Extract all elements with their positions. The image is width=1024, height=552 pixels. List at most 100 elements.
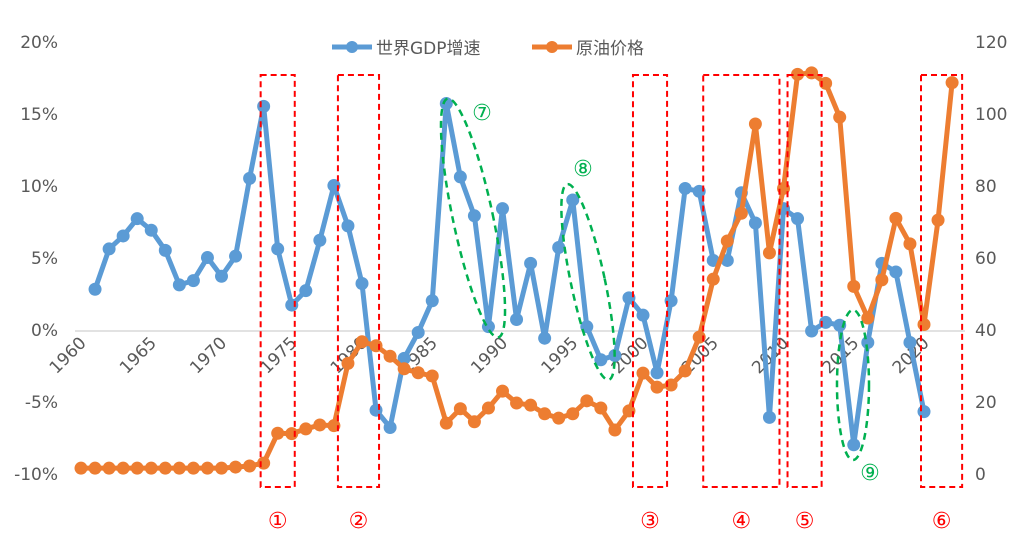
oil-price-point xyxy=(229,460,243,474)
event-box-label: ① xyxy=(268,509,288,534)
gdp-growth-point xyxy=(439,96,453,110)
gdp-growth-point xyxy=(313,233,327,247)
gdp-growth-point xyxy=(594,353,608,367)
gdp-growth-point xyxy=(88,282,102,296)
y-right-tick-label: 80 xyxy=(975,177,997,197)
y-left-tick-label: 0% xyxy=(31,321,58,341)
gdp-growth-point xyxy=(566,193,580,207)
oil-price-point xyxy=(144,461,158,475)
y-left-tick-label: -10% xyxy=(14,465,58,485)
gdp-growth-point xyxy=(720,253,734,267)
oil-price-point xyxy=(833,110,847,124)
oil-price-point xyxy=(875,273,889,287)
oil-price-point xyxy=(243,459,257,473)
event-box-label: ⑤ xyxy=(795,509,815,534)
oil-price-point xyxy=(453,402,467,416)
trend-ellipse xyxy=(560,182,616,382)
gdp-growth-point xyxy=(285,298,299,312)
oil-price-point xyxy=(945,76,959,90)
gdp-growth-point xyxy=(130,212,144,226)
legend-gdp-marker xyxy=(346,41,358,53)
oil-price-point xyxy=(552,411,566,425)
trend-ellipse-label: ⑨ xyxy=(860,461,880,486)
gdp-growth-point xyxy=(453,170,467,184)
oil-price-point xyxy=(805,66,819,80)
gdp-growth-point xyxy=(636,308,650,322)
oil-price-point xyxy=(931,213,945,227)
gdp-growth-point xyxy=(243,171,257,185)
oil-price-point xyxy=(383,349,397,363)
gdp-growth-point xyxy=(552,240,566,254)
gdp-growth-point xyxy=(917,405,931,419)
oil-price-point xyxy=(636,366,650,380)
gdp-growth-point xyxy=(144,223,158,237)
gdp-growth-point xyxy=(355,276,369,290)
gdp-growth-point xyxy=(889,265,903,279)
trend-ellipse xyxy=(835,308,871,462)
gdp-growth-point xyxy=(833,318,847,332)
legend: 世界GDP增速 原油价格 xyxy=(332,39,644,59)
gdp-growth-point xyxy=(748,216,762,230)
oil-price-point xyxy=(74,461,88,475)
y-left-tick-label: 10% xyxy=(20,177,58,197)
y-left-tick-label: -5% xyxy=(25,393,58,413)
gdp-growth-point xyxy=(383,420,397,434)
gdp-growth-point xyxy=(411,325,425,339)
y-left-tick-label: 15% xyxy=(20,105,58,125)
oil-price-point xyxy=(903,237,917,251)
gdp-growth-point xyxy=(903,336,917,350)
gdp-growth-point xyxy=(496,202,509,216)
oil-price-point xyxy=(102,461,116,475)
oil-price-point xyxy=(271,426,285,440)
gdp-growth-point xyxy=(186,274,200,288)
gdp-growth-point xyxy=(538,331,552,345)
gdp-growth-point xyxy=(158,243,172,257)
oil-price-point xyxy=(369,339,383,353)
oil-price-point xyxy=(608,423,622,437)
event-box xyxy=(259,74,296,488)
oil-price-point xyxy=(355,335,369,349)
y-left-tick-label: 5% xyxy=(31,249,58,269)
gdp-growth-point xyxy=(200,251,214,265)
event-box-label: ③ xyxy=(640,509,660,534)
oil-price-point xyxy=(313,418,327,432)
gdp-growth-point xyxy=(257,99,271,113)
oil-price-point xyxy=(748,117,762,131)
gdp-growth-point xyxy=(467,209,481,223)
oil-price-point xyxy=(425,369,439,383)
x-tick-label: 1990 xyxy=(467,333,512,378)
gdp-growth-point xyxy=(271,242,285,256)
oil-price-point xyxy=(496,384,509,398)
oil-price-point xyxy=(580,394,594,408)
legend-oil-label: 原油价格 xyxy=(576,39,644,59)
oil-price-point xyxy=(439,416,453,430)
event-box-label: ⑥ xyxy=(932,509,952,534)
gdp-growth-point xyxy=(172,278,186,292)
oil-price-point xyxy=(706,272,720,286)
oil-price-point xyxy=(299,422,313,436)
gdp-growth-point xyxy=(678,181,692,195)
oil-price-point xyxy=(917,318,931,332)
oil-price-point xyxy=(524,398,538,412)
gdp-growth-point xyxy=(510,312,524,326)
gdp-growth-point xyxy=(341,219,355,233)
legend-oil-marker xyxy=(546,41,558,53)
y-right-tick-label: 100 xyxy=(975,105,1007,125)
oil-price-point xyxy=(257,456,271,470)
y-right-tick-label: 0 xyxy=(975,465,986,485)
gdp-growth-point xyxy=(791,212,805,226)
oil-price-point xyxy=(594,401,608,415)
oil-price-point xyxy=(215,461,228,475)
event-box xyxy=(920,74,964,488)
oil-price-point xyxy=(411,366,425,380)
oil-price-point xyxy=(566,407,580,421)
y-right-tick-label: 60 xyxy=(975,249,997,269)
oil-price-point xyxy=(720,234,734,248)
event-box-label: ④ xyxy=(731,509,751,534)
gdp-growth-point xyxy=(847,438,861,452)
gdp-growth-point xyxy=(102,242,116,256)
gdp-growth-point xyxy=(369,403,383,417)
oil-price-point xyxy=(158,461,172,475)
y-right-tick-label: 40 xyxy=(975,321,997,341)
